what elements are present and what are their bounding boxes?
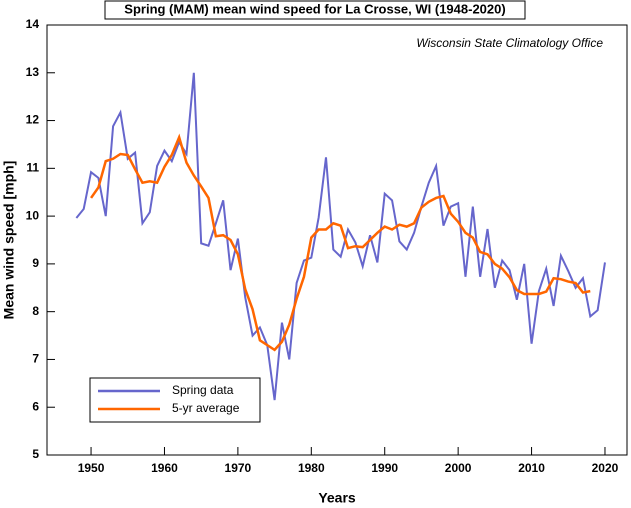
annotation: Wisconsin State Climatology Office: [416, 36, 603, 50]
y-axis-label: Mean wind speed [mph]: [1, 161, 17, 320]
series-line: [75, 72, 606, 401]
y-tick-label: 14: [26, 17, 40, 31]
y-tick-label: 12: [26, 113, 40, 127]
y-tick-label: 11: [26, 161, 39, 175]
legend-label: Spring data: [172, 383, 234, 397]
x-axis-label: Years: [318, 490, 356, 506]
series-line: [90, 133, 591, 352]
y-tick-label: 7: [32, 352, 39, 366]
x-tick-label: 1950: [78, 461, 105, 475]
x-tick-label: 1990: [371, 461, 398, 475]
x-tick-label: 1970: [225, 461, 252, 475]
plot-frame: [46, 24, 628, 456]
title-box: [104, 0, 526, 20]
x-tick-label: 2020: [592, 461, 619, 475]
x-tick-label: 2010: [518, 461, 545, 475]
x-tick-label: 1980: [298, 461, 325, 475]
y-tick-label: 5: [32, 447, 39, 461]
y-tick-label: 9: [32, 256, 39, 270]
y-tick-label: 13: [26, 65, 40, 79]
legend-box: [89, 377, 261, 423]
legend-label: 5-yr average: [172, 401, 240, 415]
x-tick-label: 2000: [445, 461, 472, 475]
chart-title: Spring (MAM) mean wind speed for La Cros…: [124, 1, 505, 16]
y-tick-label: 8: [32, 304, 39, 318]
y-tick-label: 6: [32, 399, 39, 413]
y-tick-label: 10: [26, 208, 40, 222]
x-tick-label: 1960: [151, 461, 178, 475]
